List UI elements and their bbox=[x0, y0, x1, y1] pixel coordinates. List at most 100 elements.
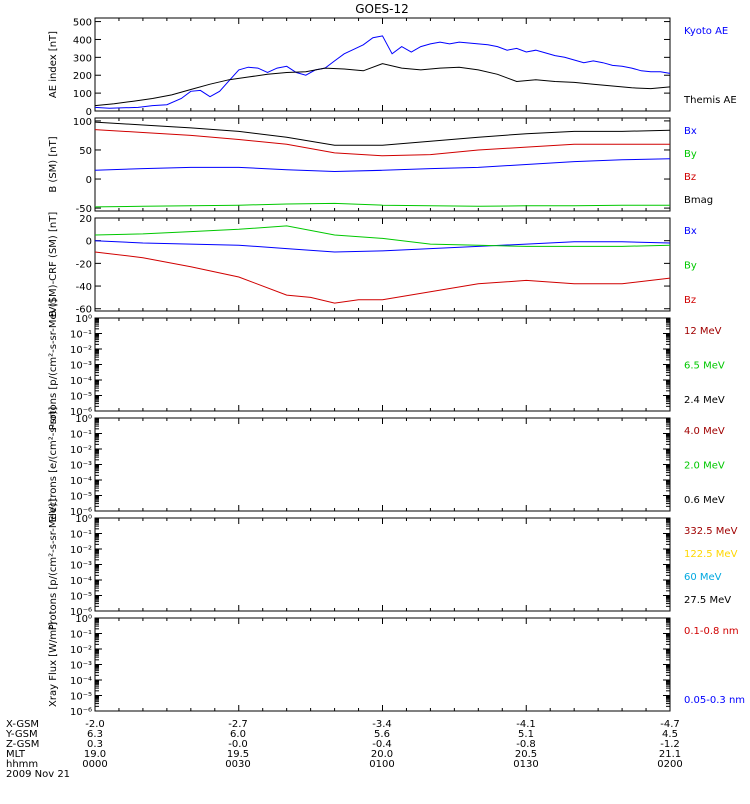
orbit-value: 0030 bbox=[225, 759, 250, 770]
legend-label: Bx bbox=[684, 126, 697, 137]
y-tick-label: 10⁻⁴ bbox=[70, 376, 92, 387]
series-line-bx bbox=[94, 240, 671, 253]
orbit-row-label: Y-GSM bbox=[5, 729, 38, 740]
y-tick-label: 10⁻¹ bbox=[70, 530, 92, 541]
y-axis-label: Electrons [e/(cm²-s-sr)] bbox=[48, 407, 59, 523]
y-tick-label: 10⁰ bbox=[75, 314, 92, 325]
y-tick-label: 10⁻⁶ bbox=[70, 407, 92, 418]
legend-label: Themis AE bbox=[683, 95, 737, 106]
legend-label: 332.5 MeV bbox=[684, 526, 738, 537]
orbit-value: 6.3 bbox=[87, 729, 103, 740]
legend-label: 12 MeV bbox=[684, 326, 722, 337]
y-tick-label: 10⁰ bbox=[75, 414, 92, 425]
orbit-value: -0.8 bbox=[516, 739, 536, 750]
legend-label: Bz bbox=[684, 172, 696, 183]
orbit-value: 5.6 bbox=[374, 729, 390, 740]
panel-frame-6 bbox=[94, 517, 671, 612]
y-tick-label: 200 bbox=[73, 71, 92, 82]
y-tick-label: 10⁻³ bbox=[70, 561, 92, 572]
legend-label: 2.4 MeV bbox=[684, 395, 725, 406]
orbit-value: -3.4 bbox=[372, 719, 392, 730]
legend-label: By bbox=[684, 149, 697, 160]
y-tick-label: 10⁰ bbox=[75, 614, 92, 625]
y-tick-label: 10⁻⁶ bbox=[70, 507, 92, 518]
legend-label: By bbox=[684, 261, 697, 272]
panel-frame-4 bbox=[94, 317, 671, 412]
orbit-value: 0000 bbox=[82, 759, 107, 770]
y-tick-label: 10⁻⁴ bbox=[70, 576, 92, 587]
legend-label: Bz bbox=[684, 295, 696, 306]
legend-label: 60 MeV bbox=[684, 572, 722, 583]
y-tick-label: 0 bbox=[86, 107, 92, 118]
orbit-value: 21.1 bbox=[659, 749, 681, 760]
y-tick-label: 10⁻¹ bbox=[70, 430, 92, 441]
y-axis-label: B (SM) [nT] bbox=[48, 136, 59, 192]
orbit-row-label: MLT bbox=[6, 749, 26, 760]
orbit-value: 20.5 bbox=[515, 749, 537, 760]
y-tick-label: 0 bbox=[86, 237, 92, 248]
orbit-value: 5.1 bbox=[518, 729, 534, 740]
panel-frame-5 bbox=[94, 417, 671, 512]
y-tick-label: 10⁻³ bbox=[70, 461, 92, 472]
orbit-value: -0.4 bbox=[372, 739, 392, 750]
legend-label: 0.1-0.8 nm bbox=[684, 626, 739, 637]
legend-label: 6.5 MeV bbox=[684, 361, 725, 372]
y-tick-label: -40 bbox=[76, 282, 92, 293]
orbit-value: -1.2 bbox=[660, 739, 680, 750]
y-axis-label: Protons [p/(cm²-s-sr-MeV)] bbox=[48, 299, 59, 431]
y-tick-label: 10⁻⁵ bbox=[70, 692, 92, 703]
orbit-row-label: Z-GSM bbox=[6, 739, 39, 750]
legend-label: 4.0 MeV bbox=[684, 426, 725, 437]
orbit-value: 0130 bbox=[513, 759, 538, 770]
y-tick-label: 10⁻¹ bbox=[70, 330, 92, 341]
y-tick-label: 0 bbox=[86, 175, 92, 186]
y-tick-label: 10⁻⁶ bbox=[70, 707, 92, 718]
y-tick-label: 10⁻² bbox=[70, 445, 92, 456]
orbit-value: -2.7 bbox=[228, 719, 248, 730]
y-tick-label: 10⁻² bbox=[70, 545, 92, 556]
panel-frame-1 bbox=[94, 17, 671, 112]
legend-label: 0.05-0.3 nm bbox=[684, 695, 745, 706]
panel-frame-2 bbox=[94, 117, 671, 212]
legend-label: 122.5 MeV bbox=[684, 549, 738, 560]
legend-label: Bmag bbox=[684, 195, 713, 206]
y-tick-label: 10⁻⁴ bbox=[70, 476, 92, 487]
y-tick-label: 10⁻⁵ bbox=[70, 392, 92, 403]
series-line-bmag bbox=[94, 121, 671, 146]
y-tick-label: 10⁻² bbox=[70, 645, 92, 656]
y-tick-label: -50 bbox=[76, 204, 92, 215]
y-tick-label: 10⁻³ bbox=[70, 361, 92, 372]
y-tick-label: 10⁻² bbox=[70, 345, 92, 356]
y-tick-label: 10⁻¹ bbox=[70, 630, 92, 641]
y-tick-label: 10⁻⁶ bbox=[70, 607, 92, 618]
orbit-value: 19.0 bbox=[84, 749, 106, 760]
series-line-themis-ae bbox=[94, 63, 671, 107]
orbit-value: -4.7 bbox=[660, 719, 680, 730]
orbit-value: -4.1 bbox=[516, 719, 536, 730]
y-tick-label: 500 bbox=[73, 18, 92, 29]
y-axis-label: B (SM)-CRF (SM) [nT] bbox=[48, 212, 59, 318]
y-tick-label: 10⁻⁵ bbox=[70, 592, 92, 603]
orbit-value: 0100 bbox=[369, 759, 394, 770]
orbit-row-label: hhmm bbox=[6, 759, 38, 770]
plot-title: GOES-12 bbox=[355, 2, 409, 16]
y-tick-label: -20 bbox=[76, 259, 92, 270]
orbit-value: 0.3 bbox=[87, 739, 103, 750]
y-tick-label: 400 bbox=[73, 35, 92, 46]
orbit-value: -0.0 bbox=[228, 739, 248, 750]
orbit-value: 20.0 bbox=[371, 749, 393, 760]
orbit-value: 19.5 bbox=[227, 749, 249, 760]
legend-label: Kyoto AE bbox=[684, 26, 728, 37]
legend-label: 2.0 MeV bbox=[684, 461, 725, 472]
y-tick-label: 300 bbox=[73, 53, 92, 64]
legend-label: Bx bbox=[684, 226, 697, 237]
series-line-bx bbox=[94, 158, 671, 173]
y-tick-label: 100 bbox=[73, 89, 92, 100]
y-tick-label: 10⁰ bbox=[75, 514, 92, 525]
series-line-kyoto-ae bbox=[94, 35, 671, 109]
legend-label: 27.5 MeV bbox=[684, 595, 731, 606]
y-tick-label: -60 bbox=[76, 305, 92, 316]
y-tick-label: 10⁻⁴ bbox=[70, 676, 92, 687]
series-line-bz bbox=[94, 251, 671, 304]
